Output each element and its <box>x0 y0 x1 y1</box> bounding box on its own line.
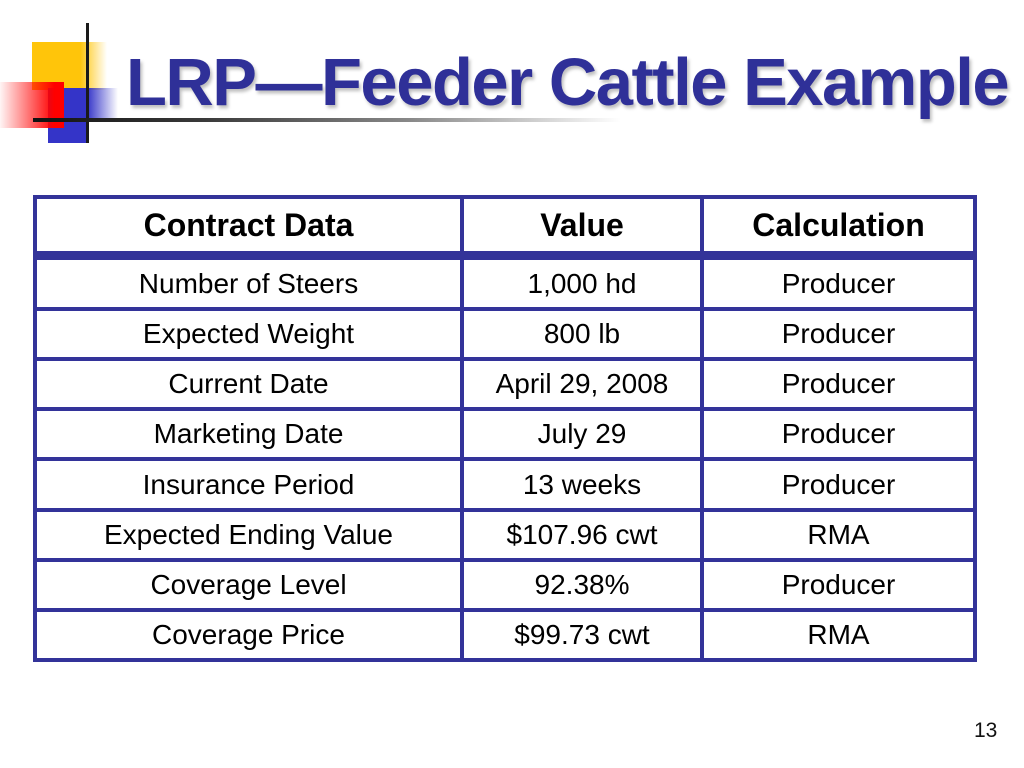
contract-data-cell: Coverage Level <box>33 557 464 612</box>
header-calculation: Calculation <box>700 195 977 260</box>
contract-data-cell: Insurance Period <box>33 457 464 512</box>
header-contract-data: Contract Data <box>33 195 464 260</box>
table-row: Marketing Date July 29 Producer <box>33 407 977 462</box>
decor-blue-square-fade <box>87 88 118 118</box>
calculation-cell: Producer <box>700 307 977 362</box>
calculation-cell: RMA <box>700 507 977 562</box>
contract-data-cell: Coverage Price <box>33 607 464 663</box>
value-cell: July 29 <box>460 407 704 462</box>
page-number: 13 <box>974 719 998 742</box>
contract-data-table: Contract Data Value Calculation Number o… <box>33 195 977 663</box>
table-row: Current Date April 29, 2008 Producer <box>33 357 977 412</box>
decor-horizontal-rule <box>33 118 645 122</box>
header-value: Value <box>460 195 704 260</box>
table-row: Expected Ending Value $107.96 cwt RMA <box>33 507 977 562</box>
calculation-cell: Producer <box>700 407 977 462</box>
contract-data-cell: Current Date <box>33 357 464 412</box>
contract-data-cell: Expected Ending Value <box>33 507 464 562</box>
calculation-cell: Producer <box>700 557 977 612</box>
table-row: Expected Weight 800 lb Producer <box>33 307 977 362</box>
table-header-row: Contract Data Value Calculation <box>33 195 977 260</box>
calculation-cell: Producer <box>700 253 977 312</box>
table-row: Insurance Period 13 weeks Producer <box>33 457 977 512</box>
page-title: LRP—Feeder Cattle Example <box>126 45 1010 120</box>
decor-vertical-line <box>86 23 89 143</box>
table-row: Coverage Level 92.38% Producer <box>33 557 977 612</box>
value-cell: 1,000 hd <box>460 253 704 312</box>
contract-data-cell: Number of Steers <box>33 253 464 312</box>
value-cell: 800 lb <box>460 307 704 362</box>
table-row: Number of Steers 1,000 hd Producer <box>33 253 977 312</box>
value-cell: April 29, 2008 <box>460 357 704 412</box>
calculation-cell: RMA <box>700 607 977 663</box>
value-cell: $99.73 cwt <box>460 607 704 663</box>
table-row: Coverage Price $99.73 cwt RMA <box>33 607 977 663</box>
value-cell: $107.96 cwt <box>460 507 704 562</box>
value-cell: 13 weeks <box>460 457 704 512</box>
value-cell: 92.38% <box>460 557 704 612</box>
contract-data-cell: Marketing Date <box>33 407 464 462</box>
contract-data-cell: Expected Weight <box>33 307 464 362</box>
calculation-cell: Producer <box>700 357 977 412</box>
calculation-cell: Producer <box>700 457 977 512</box>
